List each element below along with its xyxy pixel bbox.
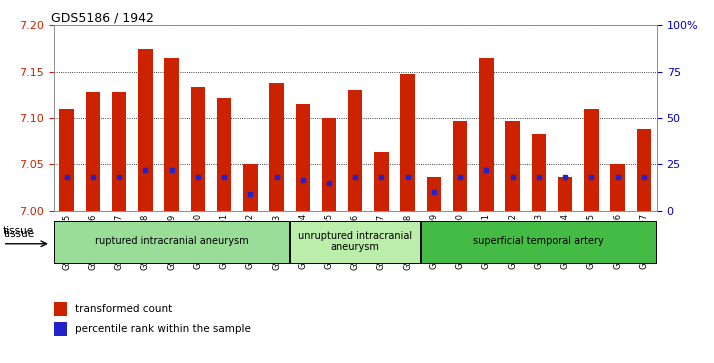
FancyBboxPatch shape <box>421 221 656 263</box>
Bar <box>138 49 153 211</box>
Text: GDS5186 / 1942: GDS5186 / 1942 <box>51 11 154 24</box>
Bar <box>112 92 126 211</box>
Text: tissue: tissue <box>3 226 34 236</box>
Bar <box>191 86 205 211</box>
Bar <box>637 129 651 211</box>
Bar <box>479 58 493 211</box>
FancyBboxPatch shape <box>290 221 421 263</box>
Bar <box>164 58 178 211</box>
Bar <box>348 90 363 211</box>
Bar <box>401 74 415 211</box>
Bar <box>296 104 310 211</box>
Text: percentile rank within the sample: percentile rank within the sample <box>75 324 251 334</box>
Bar <box>427 177 441 211</box>
Bar <box>86 92 100 211</box>
Text: superficial temporal artery: superficial temporal artery <box>473 236 604 246</box>
Text: transformed count: transformed count <box>75 304 172 314</box>
Bar <box>532 134 546 211</box>
Bar <box>610 164 625 211</box>
Bar <box>54 302 67 315</box>
Text: ruptured intracranial aneurysm: ruptured intracranial aneurysm <box>95 236 248 246</box>
Bar <box>374 152 388 211</box>
FancyBboxPatch shape <box>54 221 289 263</box>
Bar <box>506 121 520 211</box>
Bar <box>558 177 573 211</box>
Bar <box>322 118 336 211</box>
Bar <box>269 83 283 211</box>
Bar <box>243 164 258 211</box>
Bar <box>217 98 231 211</box>
Bar <box>584 109 598 211</box>
Text: unruptured intracranial
aneurysm: unruptured intracranial aneurysm <box>298 231 412 252</box>
Bar <box>59 109 74 211</box>
Bar <box>54 322 67 336</box>
Bar <box>453 121 468 211</box>
Text: tissue: tissue <box>4 229 35 239</box>
